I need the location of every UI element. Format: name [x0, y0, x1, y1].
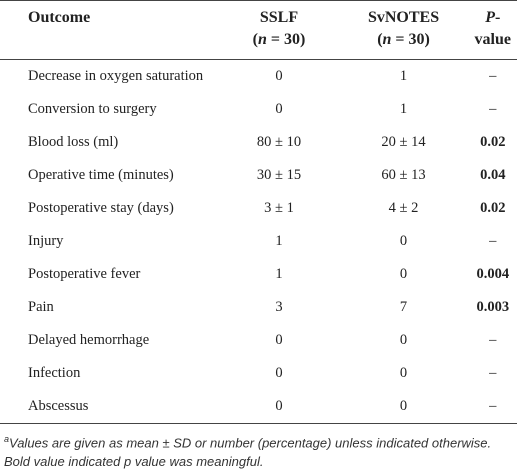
- header-cell: Outcome: [0, 0, 220, 60]
- footnote: aValues are given as mean ± SD or number…: [0, 424, 517, 471]
- footnote-note: Bold value indicated p value was meaning…: [4, 454, 264, 470]
- value-cell: 0: [399, 332, 408, 348]
- value-cell: 0.02: [480, 200, 506, 216]
- value-cell: 0: [275, 332, 283, 348]
- outcome-cell: Conversion to surgery: [28, 101, 157, 117]
- value-cell: 0: [399, 365, 408, 381]
- value-cell: 0: [275, 68, 283, 84]
- header-text: -value: [474, 9, 511, 48]
- table-row: Operative time (minutes) 30 ± 15 60 ± 13 0.…: [0, 159, 517, 192]
- value-cell: 1: [399, 68, 408, 84]
- header-text: = 30): [266, 31, 306, 48]
- table-body: Decrease in oxygen saturation 0 1– Conversi…: [0, 60, 517, 424]
- header-text: n: [382, 31, 392, 48]
- value-cell: 80 ± 10: [256, 134, 302, 150]
- header-text: Outcome: [28, 9, 91, 26]
- outcome-cell: Operative time (minutes): [28, 167, 174, 183]
- outcome-cell: Abscessus: [0, 390, 220, 424]
- table-row: Abscessus 0 0–: [0, 390, 517, 424]
- value-cell: 0: [338, 390, 469, 424]
- table-row: Infection 0 0 –: [0, 357, 517, 390]
- value-cell: 0.004: [476, 266, 510, 282]
- value-cell: –: [489, 101, 497, 117]
- value-cell: 0: [275, 365, 283, 381]
- value-cell: 0.003: [476, 299, 510, 315]
- table-row: Postoperative stay (days) 3 ± 1 4 ± 2 0.02: [0, 192, 517, 225]
- table-row: Pain 3 7 0.003: [0, 291, 517, 324]
- header-text: (: [252, 31, 258, 48]
- outcome-cell: Postoperative stay (days): [28, 200, 174, 216]
- value-cell: 4 ± 2: [388, 200, 419, 216]
- outcome-cell: Delayed hemorrhage: [28, 332, 150, 348]
- value-cell: 1: [275, 266, 283, 282]
- value-cell: 0: [275, 101, 283, 117]
- value-cell: 3 ± 1: [264, 200, 294, 216]
- outcome-cell: Decrease in oxygen saturation: [28, 68, 204, 84]
- header-text: P: [485, 9, 495, 26]
- header-text: n: [257, 31, 267, 48]
- value-cell: 0: [219, 390, 339, 424]
- table-row: Decrease in oxygen saturation 0 1 –: [0, 60, 517, 94]
- value-cell: 1: [399, 101, 408, 117]
- header-cell: P-value: [468, 0, 517, 60]
- value-cell: 0.02: [480, 134, 506, 150]
- header-text: = 30): [391, 31, 430, 48]
- table-row: Delayed hemorrhage 0 0 –: [0, 324, 517, 357]
- value-cell: –: [489, 332, 497, 348]
- header-cell: SvNOTES (n = 30): [338, 0, 469, 60]
- value-cell: 0.04: [480, 167, 506, 183]
- outcome-cell: Infection: [28, 365, 81, 381]
- outcome-cell: Injury: [28, 233, 64, 249]
- table-row: Injury 1 0 –: [0, 225, 517, 258]
- header-row: Outcome SSLF (n = 30) SvNOTES (n = 30) P-v…: [0, 0, 517, 60]
- table-row: Blood loss (ml) 80 ± 10 20 ± 14 0.02: [0, 126, 517, 159]
- outcome-cell: Blood loss (ml): [28, 134, 119, 150]
- value-cell: 30 ± 15: [256, 167, 302, 183]
- value-cell: 60 ± 13: [381, 167, 426, 183]
- value-cell: –: [489, 365, 497, 381]
- table-row: Conversion to surgery 0 1 –: [0, 93, 517, 126]
- value-cell: 7: [399, 299, 408, 315]
- footnote-mark: a: [4, 434, 10, 444]
- value-cell: –: [489, 233, 497, 249]
- header-text: SSLF: [259, 9, 299, 26]
- value-cell: –: [468, 390, 517, 424]
- value-cell: 20 ± 14: [381, 134, 426, 150]
- outcome-cell: Postoperative fever: [28, 266, 141, 282]
- value-cell: 0: [399, 266, 408, 282]
- results-table: Outcome SSLF (n = 30) SvNOTES (n = 30) P-v…: [0, 0, 517, 424]
- table-row: Postoperative fever 1 0 0.004: [0, 258, 517, 291]
- footnote-text: Values are given as mean ± SD or number …: [9, 435, 492, 451]
- header-text: (: [377, 31, 383, 48]
- value-cell: –: [489, 68, 497, 84]
- value-cell: 1: [275, 233, 283, 249]
- value-cell: 0: [399, 233, 408, 249]
- outcome-cell: Pain: [28, 299, 54, 315]
- value-cell: 3: [275, 299, 283, 315]
- header-text: SvNOTES: [367, 9, 440, 26]
- header-cell: SSLF (n = 30): [219, 0, 339, 60]
